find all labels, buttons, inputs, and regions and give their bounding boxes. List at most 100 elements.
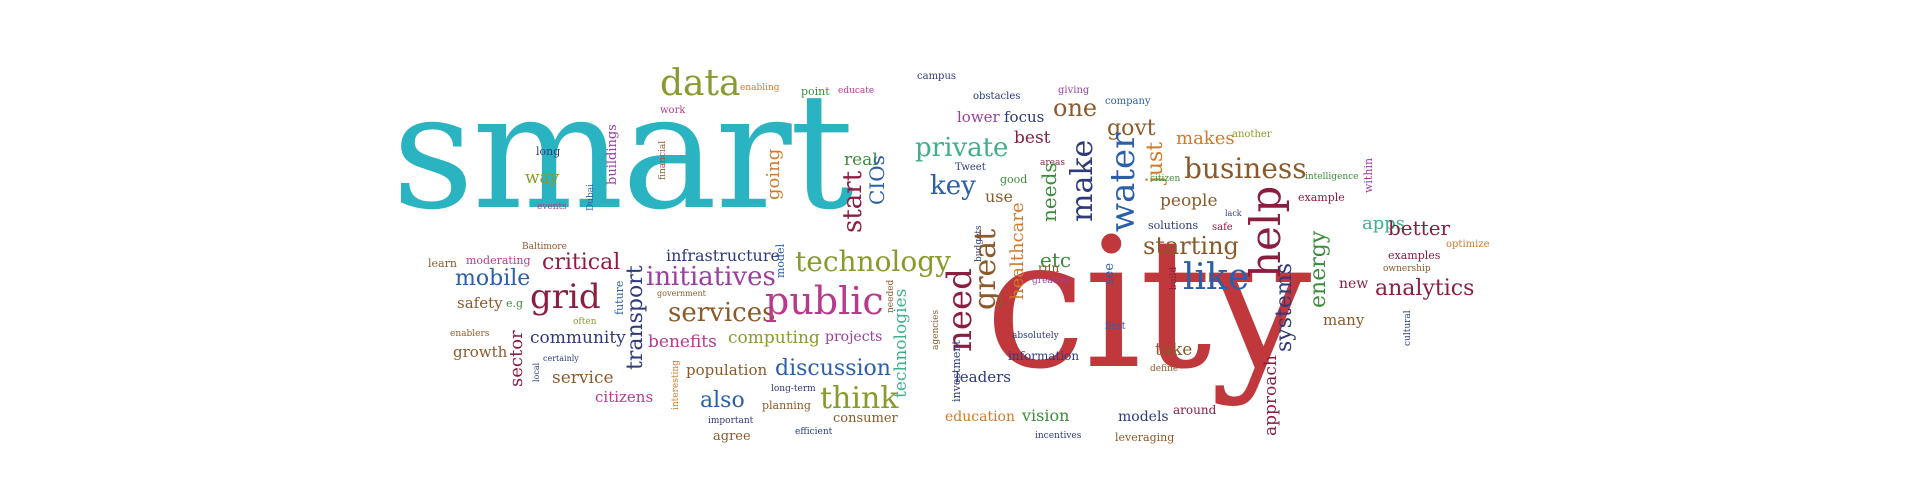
word-also: also xyxy=(700,388,745,413)
word-focus: focus xyxy=(1004,108,1045,126)
word-Tweet: Tweet xyxy=(955,162,986,173)
word-needs: needs xyxy=(1037,162,1061,222)
word-government: government xyxy=(657,289,706,298)
word-future: future xyxy=(613,280,626,315)
word-models: models xyxy=(1118,409,1169,425)
word-eg: e.g xyxy=(506,297,524,310)
word-etc: etc xyxy=(1040,248,1072,272)
word-Baltimore: Baltimore xyxy=(522,242,567,252)
word-solutions: solutions xyxy=(1148,219,1199,232)
word-build: build xyxy=(1169,266,1179,290)
word-safety: safety xyxy=(457,294,503,312)
word-business: business xyxy=(1184,152,1307,185)
word-long: long xyxy=(536,145,561,158)
word-CIOs: CIOs xyxy=(865,155,889,205)
word-see: see xyxy=(1102,262,1117,285)
word-govt: govt xyxy=(1107,116,1156,141)
word-city: city xyxy=(985,200,1311,409)
word-service: service xyxy=(552,368,614,388)
word-agencies: agencies xyxy=(931,309,941,350)
word-community: community xyxy=(530,328,626,348)
word-point: point xyxy=(801,85,830,98)
word-like: like xyxy=(1183,257,1250,298)
word-one: one xyxy=(1053,94,1098,122)
word-cultural: cultural xyxy=(1403,310,1413,346)
word-greatest: greatest xyxy=(1032,276,1070,286)
word-financial: financial xyxy=(658,140,668,180)
word-important: important xyxy=(708,416,754,426)
word-energy: energy xyxy=(1306,230,1331,308)
word-educate: educate xyxy=(838,86,875,96)
word-initiatives: initiatives xyxy=(646,262,776,292)
word-good: good xyxy=(1000,173,1028,186)
word-private: private xyxy=(915,133,1009,163)
word-another: another xyxy=(1232,129,1272,140)
word-way: way xyxy=(525,168,560,188)
word-lower: lower xyxy=(957,108,1000,126)
word-education: education xyxy=(945,409,1015,425)
word-makes: makes xyxy=(1176,128,1235,149)
word-new: new xyxy=(1339,276,1369,292)
word-growth: growth xyxy=(453,343,508,361)
word-think: think xyxy=(820,381,899,416)
word-better: better xyxy=(1388,216,1451,240)
word-use: use xyxy=(985,187,1013,206)
word-model: model xyxy=(774,243,787,278)
word-many: many xyxy=(1323,311,1365,329)
word-longterm: long-term xyxy=(771,384,816,394)
word-example: example xyxy=(1298,191,1345,204)
word-work: work xyxy=(660,105,686,116)
word-incentives: incentives xyxy=(1035,431,1082,441)
word-sector: sector xyxy=(506,330,527,387)
word-water: water xyxy=(1103,132,1143,232)
word-healthcare: healthcare xyxy=(1007,202,1028,300)
word-best: best xyxy=(1014,128,1051,148)
word-take: take xyxy=(1155,340,1193,360)
word-Dubai: Dubai xyxy=(586,183,596,211)
word-infrastructure: infrastructure xyxy=(666,246,780,265)
word-campus: campus xyxy=(917,71,957,82)
word-intelligence: intelligence xyxy=(1305,172,1359,182)
word-leaders: leaders xyxy=(955,368,1011,386)
word-enablers: enablers xyxy=(450,329,490,339)
word-safe: safe xyxy=(1212,222,1233,233)
word-buildings: buildings xyxy=(605,124,620,185)
word-moderating: moderating xyxy=(466,254,531,267)
word-real: real xyxy=(844,150,878,170)
word-giving: giving xyxy=(1058,85,1090,96)
word-grid: grid xyxy=(530,277,601,317)
word-people: people xyxy=(1160,191,1218,211)
word-data: data xyxy=(660,63,741,104)
word-citizen: citizen xyxy=(1150,174,1181,184)
word-key: key xyxy=(930,171,976,201)
word-first: first xyxy=(1105,321,1126,332)
word-start: start xyxy=(838,170,868,233)
word-information: information xyxy=(1008,349,1080,363)
word-within: within xyxy=(1362,157,1375,193)
word-approach: approach xyxy=(1261,355,1281,436)
word-apps: apps xyxy=(1362,213,1406,234)
word-mobile: mobile xyxy=(455,266,531,291)
word-projects: projects xyxy=(825,329,883,345)
word-lack: lack xyxy=(1225,209,1242,218)
word-computing: computing xyxy=(728,328,820,348)
word-technology: technology xyxy=(795,245,951,278)
word-absolutely: absolutely xyxy=(1012,331,1059,341)
word-benefits: benefits xyxy=(648,332,717,352)
word-planning: planning xyxy=(762,399,811,412)
word-areas: areas xyxy=(1040,158,1065,168)
word-public: public xyxy=(765,279,884,323)
word-consumer: consumer xyxy=(833,411,898,426)
word-critical: critical xyxy=(542,250,621,275)
word-optimize: optimize xyxy=(1446,239,1490,250)
word-interesting: interesting xyxy=(671,360,681,410)
word-obstacles: obstacles xyxy=(973,91,1021,102)
word-analytics: analytics xyxy=(1375,276,1475,301)
word-company: company xyxy=(1105,96,1151,107)
word-enabling: enabling xyxy=(740,83,780,93)
word-run: run xyxy=(1038,261,1060,275)
word-going: going xyxy=(763,148,784,200)
word-population: population xyxy=(686,361,768,379)
word-examples: examples xyxy=(1388,249,1441,262)
word-transport: transport xyxy=(623,265,648,370)
